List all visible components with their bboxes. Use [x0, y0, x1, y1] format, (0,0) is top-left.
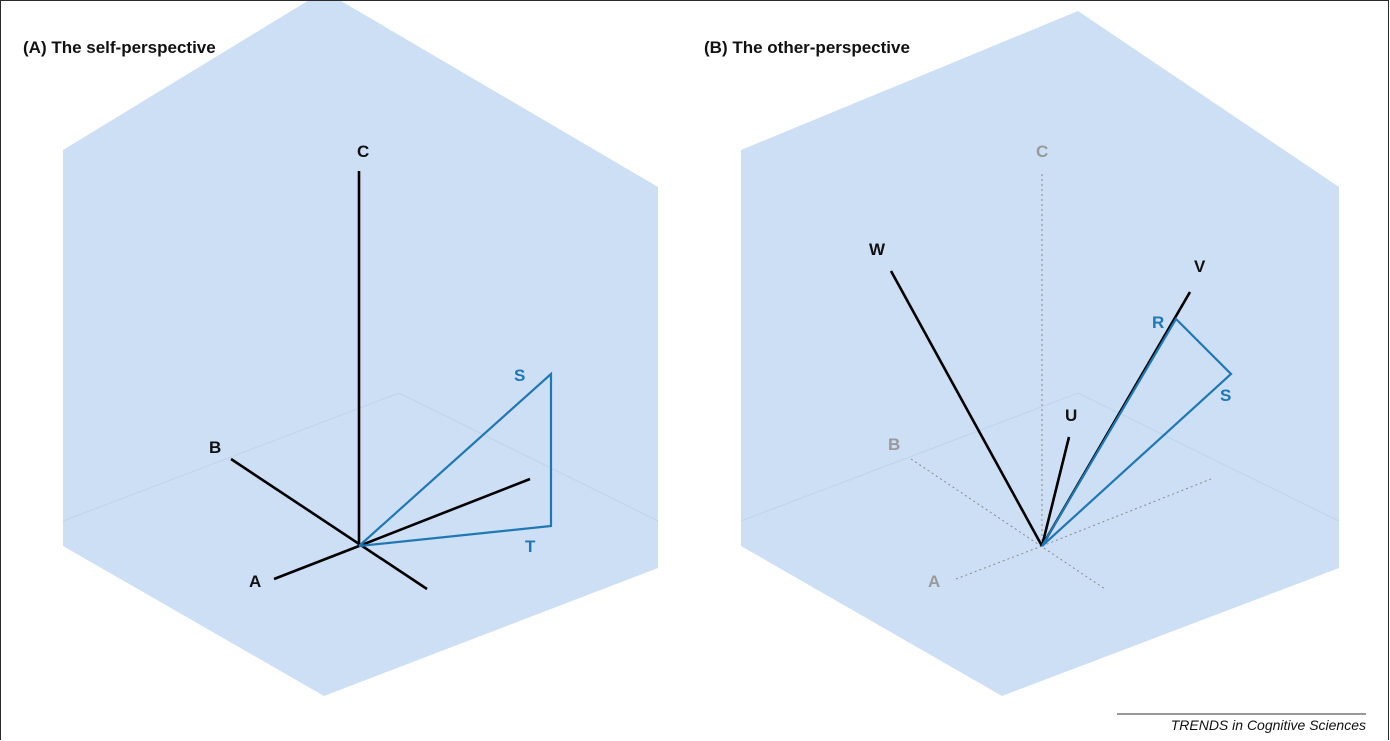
- label-s: S: [1220, 386, 1231, 405]
- credit-text: TRENDS in Cognitive Sciences: [1171, 717, 1366, 733]
- label-t: T: [525, 537, 536, 556]
- axis-a-dotted: [955, 545, 1043, 580]
- hexagon-a-inner-edge-left: [62, 392, 659, 522]
- projection-line: [358, 477, 531, 548]
- panel-a-title: (A) The self-perspective: [23, 38, 216, 57]
- panel-self-perspective: (A) The self-perspective C B A S T: [23, 1, 659, 696]
- label-c: C: [357, 142, 369, 161]
- label-w: W: [869, 240, 886, 259]
- label-b: B: [209, 438, 221, 457]
- axis-a-line: [273, 544, 360, 581]
- label-b: B: [888, 435, 900, 454]
- hexagon-b: [741, 11, 1339, 696]
- hexagon-b-inner-edge: [740, 392, 1340, 522]
- label-c: C: [1036, 142, 1048, 161]
- hexagon-a: [63, 1, 658, 696]
- label-v: V: [1194, 257, 1206, 276]
- triangle-r-s: [1041, 317, 1233, 547]
- panel-other-perspective: (B) The other-perspective C B A W V U R …: [704, 11, 1340, 696]
- axis-w-line: [889, 270, 1044, 547]
- label-s: S: [514, 366, 525, 385]
- triangle-s-t: [358, 371, 553, 548]
- projection-dotted: [1041, 478, 1212, 547]
- label-a: A: [928, 572, 940, 591]
- panel-b-title: (B) The other-perspective: [704, 38, 910, 57]
- label-a: A: [249, 572, 261, 591]
- label-r: R: [1152, 313, 1164, 332]
- label-u: U: [1065, 406, 1077, 425]
- axis-u-line: [1040, 436, 1071, 547]
- axis-b-dotted: [910, 458, 1106, 590]
- axis-b-line: [230, 457, 428, 591]
